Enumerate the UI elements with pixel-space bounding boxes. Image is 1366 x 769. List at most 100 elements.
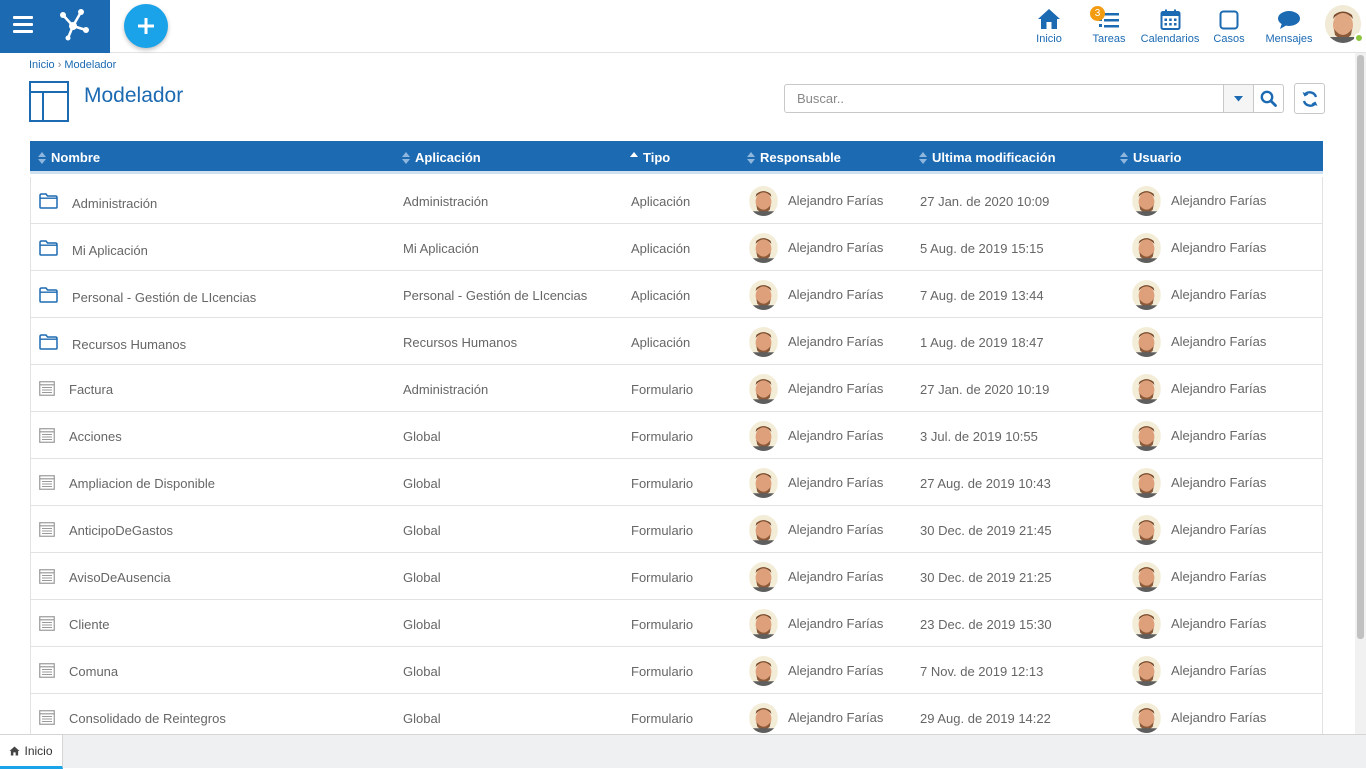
column-header-aplicacion[interactable]: Aplicación <box>402 141 481 174</box>
cell-usuario: Alejandro Farías <box>1171 287 1267 302</box>
create-new-button[interactable] <box>124 4 168 48</box>
nav-mensajes[interactable]: Mensajes <box>1265 0 1313 53</box>
cell-ultima-modificacion: 30 Dec. de 2019 21:45 <box>920 523 1052 538</box>
sort-both-icon <box>747 151 755 164</box>
bottom-tab-bar: Inicio <box>0 734 1366 769</box>
caret-down-icon <box>1234 95 1243 101</box>
usuario-avatar <box>1132 703 1161 733</box>
usuario-avatar <box>1132 327 1161 357</box>
cell-tipo: Formulario <box>631 523 694 538</box>
usuario-avatar <box>1132 515 1161 545</box>
table-row[interactable]: Mi Aplicación Mi Aplicación Aplicación A… <box>31 224 1322 271</box>
refresh-button[interactable] <box>1294 83 1325 114</box>
cell-responsable: Alejandro Farías <box>788 616 884 631</box>
cell-aplicacion: Global <box>403 711 441 726</box>
search-input[interactable] <box>784 84 1224 113</box>
responsable-avatar <box>749 233 778 263</box>
cell-ultima-modificacion: 27 Jan. de 2020 10:09 <box>920 194 1050 209</box>
cell-responsable: Alejandro Farías <box>788 381 884 396</box>
table-row[interactable]: Factura Administración Formulario Alejan… <box>31 365 1322 412</box>
cell-usuario: Alejandro Farías <box>1171 522 1267 537</box>
column-header-label: Aplicación <box>415 150 481 165</box>
responsable-avatar <box>749 562 778 592</box>
online-status-indicator <box>1354 33 1364 43</box>
cell-nombre: Recursos Humanos <box>72 337 187 352</box>
column-header-usuario[interactable]: Usuario <box>1120 141 1181 174</box>
cell-ultima-modificacion: 7 Aug. de 2019 13:44 <box>920 288 1044 303</box>
cases-icon <box>1219 10 1239 30</box>
breadcrumb-home-link[interactable]: Inicio <box>29 59 55 71</box>
home-icon <box>9 745 20 756</box>
bottom-tab-inicio[interactable]: Inicio <box>0 735 63 769</box>
responsable-avatar <box>749 703 778 733</box>
vertical-scrollbar[interactable] <box>1355 53 1366 734</box>
cell-usuario: Alejandro Farías <box>1171 475 1267 490</box>
app-logo-icon[interactable] <box>55 6 91 42</box>
cell-responsable: Alejandro Farías <box>788 475 884 490</box>
breadcrumb-current[interactable]: Modelador <box>64 59 117 71</box>
column-header-nombre[interactable]: Nombre <box>38 141 100 174</box>
sort-both-icon <box>1120 151 1128 164</box>
cell-responsable: Alejandro Farías <box>788 334 884 349</box>
usuario-avatar <box>1132 421 1161 451</box>
usuario-avatar <box>1132 233 1161 263</box>
cell-ultima-modificacion: 7 Nov. de 2019 12:13 <box>920 664 1044 679</box>
cell-responsable: Alejandro Farías <box>788 710 884 725</box>
nav-casos[interactable]: Casos <box>1212 0 1246 53</box>
cell-responsable: Alejandro Farías <box>788 193 884 208</box>
cell-ultima-modificacion: 27 Jan. de 2020 10:19 <box>920 382 1050 397</box>
cell-nombre: Personal - Gestión de LIcencias <box>72 290 257 305</box>
usuario-avatar <box>1132 280 1161 310</box>
scrollbar-thumb[interactable] <box>1357 55 1364 639</box>
table-row[interactable]: Cliente Global Formulario Alejandro Farí… <box>31 600 1322 647</box>
cell-tipo: Formulario <box>631 711 694 726</box>
cell-aplicacion: Administración <box>403 382 489 397</box>
nav-calendarios[interactable]: Calendarios <box>1141 0 1199 53</box>
messages-icon <box>1278 11 1300 29</box>
search-button[interactable] <box>1253 84 1284 113</box>
column-header-responsable[interactable]: Responsable <box>747 141 841 174</box>
cell-nombre: Comuna <box>69 664 119 679</box>
folder-icon <box>39 287 58 308</box>
usuario-avatar <box>1132 562 1161 592</box>
cell-aplicacion: Recursos Humanos <box>403 335 518 350</box>
search-filter-dropdown[interactable] <box>1223 84 1254 113</box>
column-header-label: Usuario <box>1133 150 1182 165</box>
cell-ultima-modificacion: 30 Dec. de 2019 21:25 <box>920 570 1052 585</box>
hamburger-menu-icon[interactable] <box>13 16 33 34</box>
plus-icon <box>138 18 154 34</box>
cell-ultima-modificacion: 3 Jul. de 2019 10:55 <box>920 429 1038 444</box>
column-header-tipo[interactable]: Tipo <box>630 141 670 174</box>
form-icon <box>39 663 55 683</box>
table-row[interactable]: Ampliacion de Disponible Global Formular… <box>31 459 1322 506</box>
table-row[interactable]: Personal - Gestión de LIcencias Personal… <box>31 271 1322 318</box>
usuario-avatar <box>1132 656 1161 686</box>
nav-tareas-label: Tareas <box>1092 33 1126 45</box>
table-row[interactable]: AvisoDeAusencia Global Formulario Alejan… <box>31 553 1322 600</box>
table-row[interactable]: Acciones Global Formulario Alejandro Far… <box>31 412 1322 459</box>
form-icon <box>39 381 55 401</box>
cell-aplicacion: Administración <box>403 194 489 209</box>
cell-nombre: Administración <box>72 196 158 211</box>
cell-ultima-modificacion: 5 Aug. de 2019 15:15 <box>920 241 1044 256</box>
cell-tipo: Aplicación <box>631 335 691 350</box>
nav-mensajes-label: Mensajes <box>1265 33 1313 45</box>
table-row[interactable]: Comuna Global Formulario Alejandro Faría… <box>31 647 1322 694</box>
cell-tipo: Formulario <box>631 382 694 397</box>
responsable-avatar <box>749 280 778 310</box>
table-row[interactable]: Recursos Humanos Recursos Humanos Aplica… <box>31 318 1322 365</box>
nav-inicio[interactable]: Inicio <box>1033 0 1065 53</box>
responsable-avatar <box>749 468 778 498</box>
folder-icon <box>39 193 58 214</box>
column-header-ultima-modificacion[interactable]: Ultima modificación <box>919 141 1056 174</box>
responsable-avatar <box>749 374 778 404</box>
nav-tareas[interactable]: 3 Tareas <box>1090 0 1128 53</box>
table-row[interactable]: AnticipoDeGastos Global Formulario Aleja… <box>31 506 1322 553</box>
table-row[interactable]: Administración Administración Aplicación… <box>31 177 1322 224</box>
cell-ultima-modificacion: 1 Aug. de 2019 18:47 <box>920 335 1044 350</box>
modeler-layout-icon <box>29 81 69 122</box>
home-icon <box>1038 9 1060 29</box>
cell-usuario: Alejandro Farías <box>1171 710 1267 725</box>
cell-tipo: Formulario <box>631 617 694 632</box>
nav-casos-label: Casos <box>1213 33 1245 45</box>
